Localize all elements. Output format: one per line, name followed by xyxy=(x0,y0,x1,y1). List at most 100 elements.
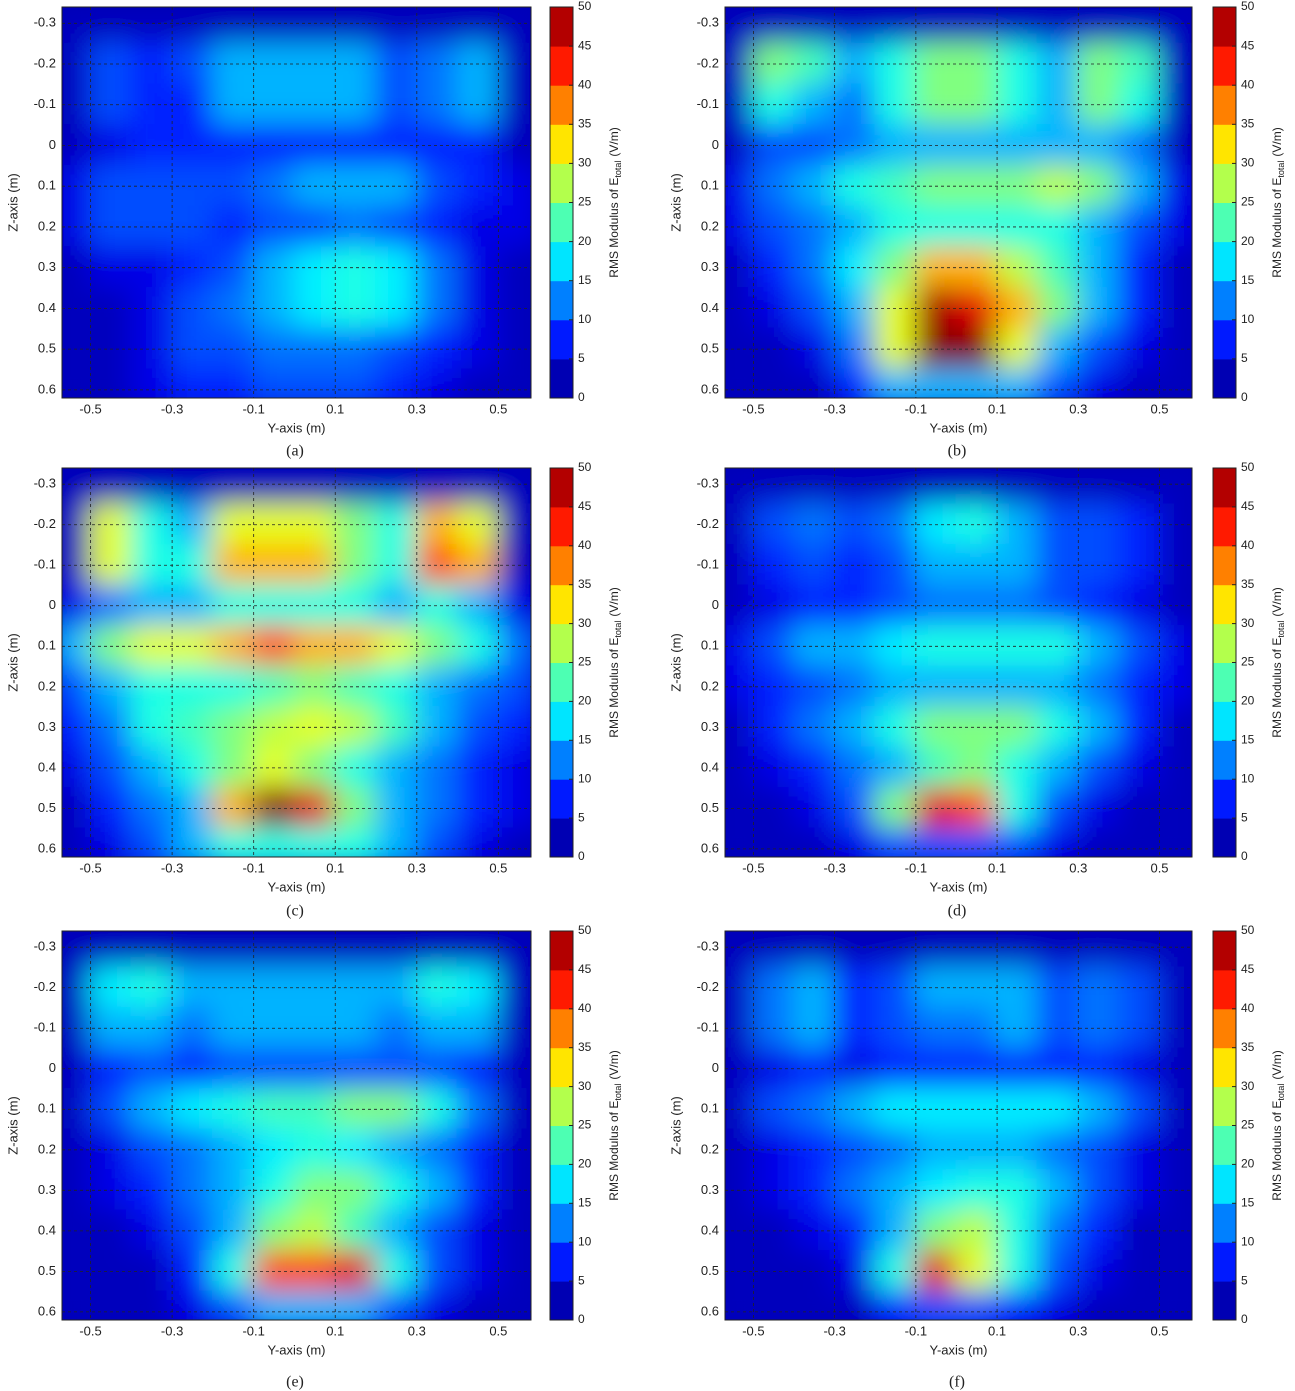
y-tick-label: 0.4 xyxy=(38,1222,56,1237)
cell xyxy=(996,368,1039,398)
colorbar-tick-label: 0 xyxy=(1241,390,1248,404)
y-tick-label: 0.2 xyxy=(701,1141,719,1156)
cell xyxy=(1077,827,1120,857)
cell xyxy=(955,368,999,398)
cell xyxy=(725,368,755,398)
cells xyxy=(62,7,531,398)
cell xyxy=(752,827,796,857)
caption: (e) xyxy=(286,1374,304,1391)
cell xyxy=(752,468,796,506)
colorbar-band xyxy=(550,818,573,858)
cell xyxy=(456,931,500,969)
cell xyxy=(456,1290,500,1320)
colorbar-tick-label: 15 xyxy=(1241,1195,1255,1209)
colorbar-band xyxy=(1213,931,1236,971)
y-tick-label: 0 xyxy=(49,597,56,612)
y-tick-label: -0.2 xyxy=(34,516,56,531)
panel: -0.5 -0.3 -0.1 0.1 0.3 0.5 -0.3 -0.2 -0.1 0 0.1 0.2… xyxy=(5,0,623,460)
x-tick-label: -0.3 xyxy=(823,401,845,416)
y-tick-label: -0.2 xyxy=(697,55,719,70)
colorbar-tick-label: 50 xyxy=(1241,460,1255,474)
cells xyxy=(725,468,1192,857)
x-tick-label: 0.3 xyxy=(1069,860,1087,875)
colorbar-tick-label: 35 xyxy=(578,577,592,591)
cell xyxy=(955,931,999,969)
colorbar-tick-label: 30 xyxy=(578,1079,592,1093)
x-axis-label: Y-axis (m) xyxy=(267,420,325,435)
y-tick-label: 0.4 xyxy=(701,1222,719,1237)
field xyxy=(725,7,1192,398)
colorbar-band xyxy=(550,241,573,282)
cell xyxy=(1158,368,1192,398)
cell xyxy=(415,1290,459,1320)
y-tick-label: -0.1 xyxy=(34,96,56,111)
colorbar-tick-label: 40 xyxy=(1241,538,1255,552)
x-tick-label: -0.3 xyxy=(823,860,845,875)
cell xyxy=(456,827,500,857)
y-tick-label: 0.6 xyxy=(38,381,56,396)
cell xyxy=(725,827,755,857)
cell xyxy=(89,1290,133,1320)
colorbar-tick-label: 25 xyxy=(1241,195,1255,209)
cell xyxy=(1117,931,1161,969)
field xyxy=(62,931,531,1320)
plot-frame xyxy=(61,467,532,858)
y-tick-label: 0 xyxy=(712,1060,719,1075)
colorbar-band xyxy=(1213,1203,1236,1243)
x-tick-label: -0.5 xyxy=(742,860,764,875)
cell xyxy=(955,827,999,857)
y-tick-label: -0.1 xyxy=(34,1020,56,1035)
x-tick-label: 0.3 xyxy=(408,860,426,875)
cell xyxy=(62,468,92,506)
colorbar-band xyxy=(550,124,573,164)
x-axis-label: Y-axis (m) xyxy=(929,879,987,894)
y-axis-label: Z-axis (m) xyxy=(668,633,683,692)
colorbar-tick-label: 40 xyxy=(578,1001,592,1015)
cell xyxy=(752,931,796,969)
cell xyxy=(211,931,255,969)
cell xyxy=(955,1290,999,1320)
panel: -0.5 -0.3 -0.1 0.1 0.3 0.5 -0.3 -0.2 -0.1 0 0.1 0.2… xyxy=(668,460,1286,920)
cell xyxy=(1158,827,1192,857)
y-tick-label: 0.6 xyxy=(701,1303,719,1318)
colorbar-tick-label: 25 xyxy=(578,1118,592,1132)
colorbar-band xyxy=(550,779,573,819)
y-tick-label: 0.4 xyxy=(701,300,719,315)
cell xyxy=(293,931,337,969)
y-tick-label: 0.6 xyxy=(701,381,719,396)
cell xyxy=(89,827,133,857)
cell xyxy=(130,827,174,857)
cell xyxy=(1036,468,1080,506)
colorbar-tick-label: 10 xyxy=(1241,1234,1255,1248)
colorbar-band xyxy=(1213,662,1236,702)
x-tick-label: 0.1 xyxy=(326,1323,344,1338)
colorbar-label-subscript: total xyxy=(613,621,623,638)
cell xyxy=(833,7,877,45)
x-tick-label: 0.1 xyxy=(988,860,1006,875)
colorbar-tick-label: 30 xyxy=(578,616,592,630)
colorbar-band xyxy=(1213,779,1236,819)
colorbar-tick-label: 0 xyxy=(1241,849,1248,863)
cell xyxy=(171,931,214,969)
cell xyxy=(914,7,958,45)
cell xyxy=(874,827,917,857)
colorbar-tick-label: 30 xyxy=(1241,156,1255,170)
colorbar-band xyxy=(550,163,573,203)
cell xyxy=(334,1290,378,1320)
colorbar-label: RMS Modulus of Etotal (V/m) xyxy=(1270,587,1286,737)
plot-frame xyxy=(61,930,532,1321)
cell xyxy=(1077,368,1120,398)
cell xyxy=(415,368,459,398)
colorbar-label-unit: (V/m) xyxy=(607,587,621,616)
cell xyxy=(914,931,958,969)
cell xyxy=(1117,368,1161,398)
y-tick-label: -0.1 xyxy=(697,96,719,111)
colorbar-tick-label: 5 xyxy=(578,351,585,365)
colorbar-label-unit: (V/m) xyxy=(1270,1050,1284,1079)
cell xyxy=(874,1290,917,1320)
cell xyxy=(171,468,214,506)
colorbar-label-subscript: total xyxy=(1276,1084,1286,1101)
x-tick-label: -0.3 xyxy=(161,860,183,875)
plot-frame xyxy=(61,6,532,399)
colorbar-band xyxy=(1213,818,1236,858)
